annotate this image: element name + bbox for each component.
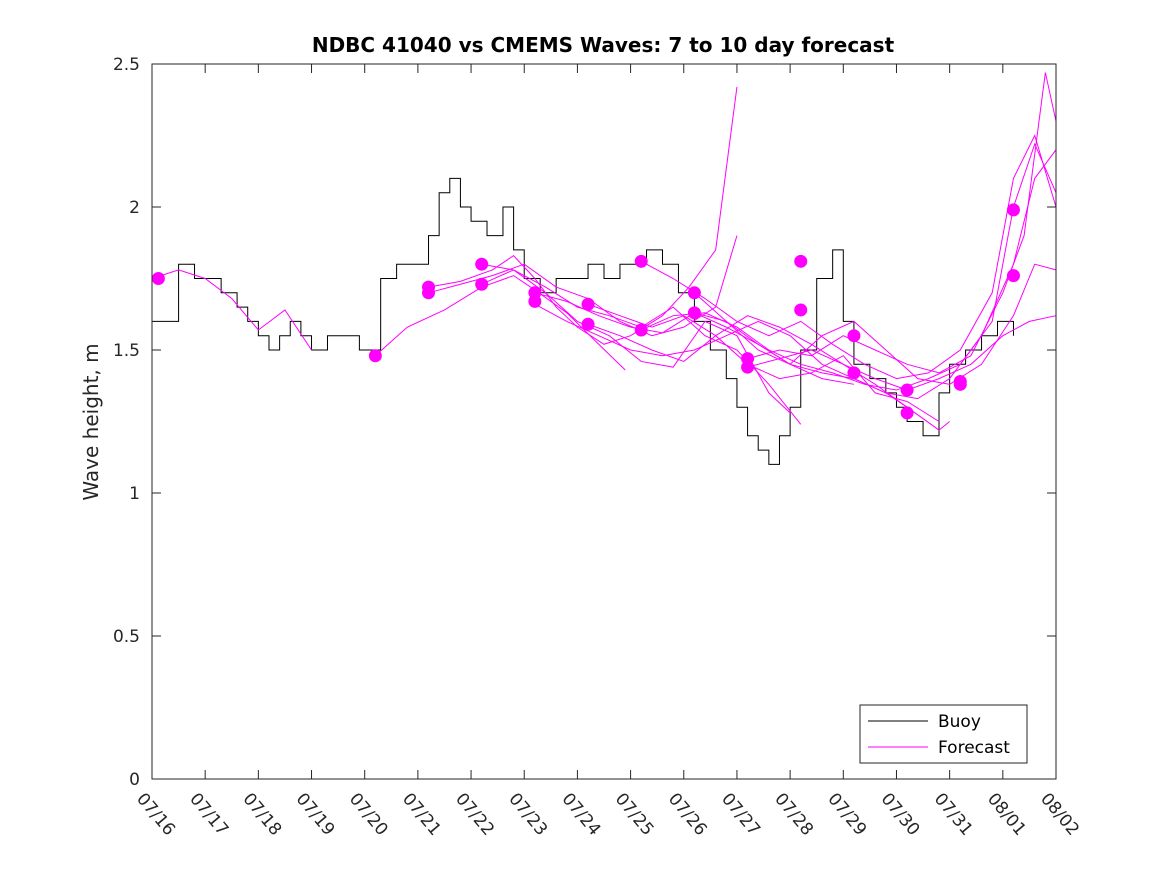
forecast-start-marker-25 (1006, 203, 1020, 217)
x-tick-label: 07/25 (611, 789, 658, 839)
forecast-start-marker-14 (687, 306, 701, 320)
chart-title: NDBC 41040 vs CMEMS Waves: 7 to 10 day f… (312, 33, 895, 57)
forecast-run-line-5 (481, 263, 791, 414)
y-axis-label: Wave height, m (79, 343, 103, 500)
legend-label-forecast: Forecast (938, 738, 1010, 758)
forecast-run-line-15 (747, 72, 1057, 374)
x-tick-label: 07/20 (345, 789, 392, 839)
forecast-start-marker-20 (847, 366, 861, 380)
forecast-start-marker-6 (475, 277, 489, 291)
plot-area (151, 72, 1057, 465)
x-tick-label: 07/31 (930, 789, 977, 839)
forecast-start-marker-17 (794, 254, 808, 268)
forecast-start-marker-12 (634, 323, 648, 337)
forecast-start-marker-16 (741, 360, 755, 374)
legend: Buoy Forecast (859, 704, 1028, 764)
x-tick-label: 07/26 (664, 789, 711, 839)
forecast-start-marker-5 (475, 257, 489, 271)
x-tick-label: 07/16 (132, 789, 179, 839)
x-tick-label: 07/19 (292, 789, 339, 839)
axes-box (151, 63, 1057, 780)
forecast-start-marker-21 (900, 383, 914, 397)
x-tick-label: 07/21 (398, 789, 445, 839)
x-tick-label: 07/23 (504, 789, 551, 839)
forecast-start-marker-8 (528, 294, 542, 308)
y-tick-label: 0.5 (113, 627, 140, 647)
forecast-start-marker-1 (151, 272, 165, 285)
forecast-start-marker-2 (368, 349, 382, 363)
y-tick-label: 1 (129, 484, 140, 504)
forecast-run-line-1 (151, 269, 312, 351)
forecast-run-line-12 (641, 142, 1057, 391)
x-tick-label: 08/02 (1036, 789, 1083, 839)
legend-box (859, 704, 1028, 764)
x-tick-label: 07/18 (239, 789, 286, 839)
x-tick-label: 07/27 (717, 789, 764, 839)
forecast-start-marker-10 (581, 317, 595, 331)
forecast-start-marker-24 (953, 377, 967, 391)
forecast-run-line-11 (640, 134, 1057, 380)
y-tick-label: 0 (129, 770, 140, 790)
x-tick-label: 07/22 (451, 789, 498, 839)
x-tick-label: 07/17 (185, 789, 232, 839)
forecast-start-marker-4 (422, 286, 436, 300)
forecast-start-marker-22 (900, 406, 914, 420)
y-tick-label: 1.5 (113, 341, 140, 361)
x-tick-label: 07/30 (877, 789, 924, 839)
x-tick-label: 07/24 (558, 789, 605, 839)
x-tick-label: 07/28 (770, 789, 817, 839)
forecast-start-marker-18 (794, 303, 808, 317)
x-tick-label: 08/01 (983, 789, 1030, 839)
forecast-start-marker-19 (847, 329, 861, 343)
forecast-run-line-14 (694, 263, 1057, 385)
forecast-run-line-3 (428, 86, 738, 345)
y-tick-label: 2.5 (113, 55, 140, 75)
buoy-series-line (152, 177, 1014, 465)
forecast-start-marker-13 (687, 286, 701, 300)
forecast-start-marker-9 (581, 297, 595, 311)
forecast-run-line-9 (587, 303, 940, 422)
forecast-start-marker-11 (634, 254, 648, 268)
forecast-start-marker-26 (1006, 269, 1020, 283)
y-tick-label: 2 (129, 198, 140, 218)
legend-label-buoy: Buoy (938, 712, 981, 732)
x-tick-label: 07/29 (823, 789, 870, 839)
